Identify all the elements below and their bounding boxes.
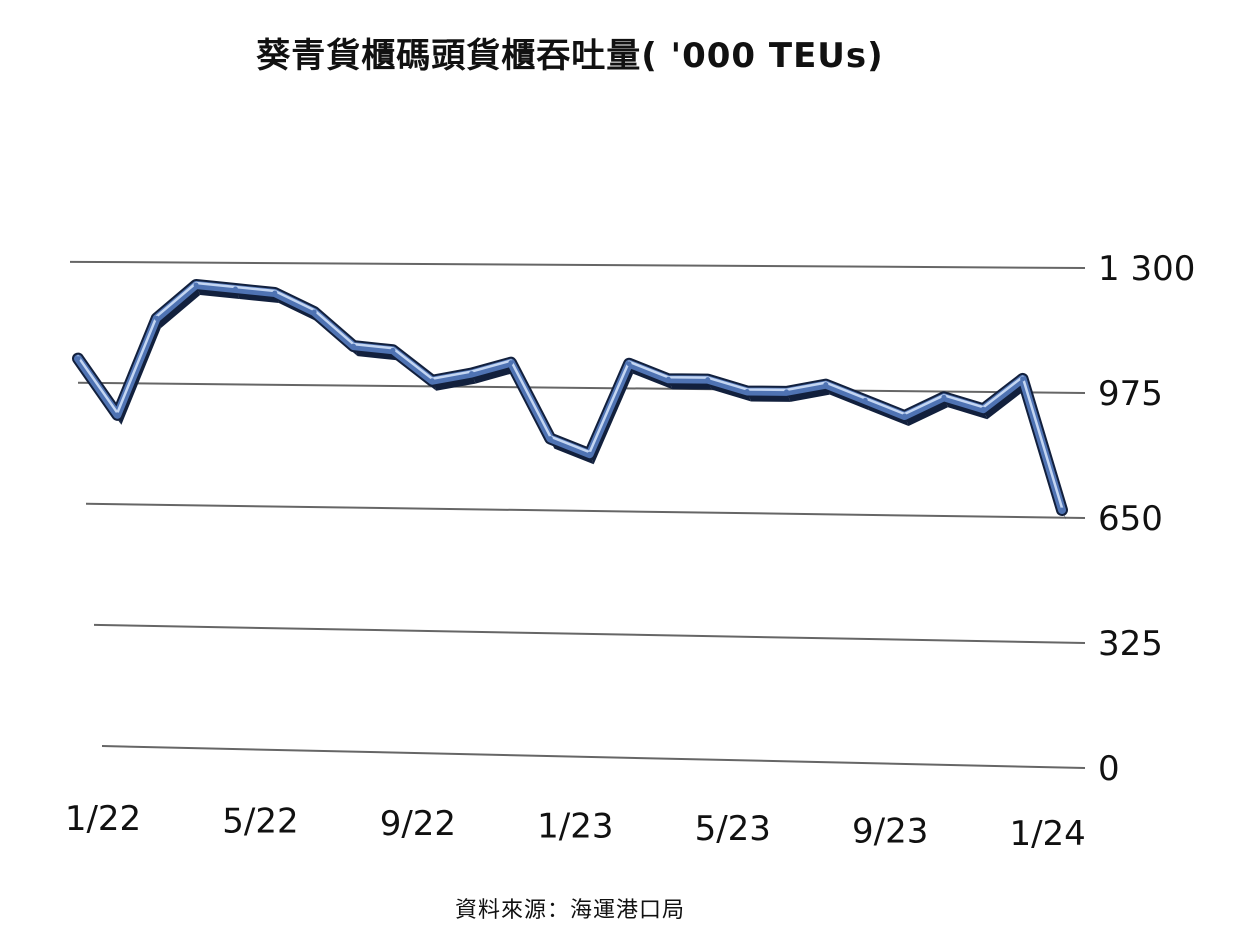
series-line [74, 280, 1066, 514]
x-tick-label: 1/22 [65, 799, 141, 839]
data-point-4-23 [665, 376, 671, 382]
source-note: 資料來源：海運港口局 [454, 898, 685, 923]
data-point-10-22 [429, 378, 435, 384]
y-tick-label: 650 [1098, 499, 1163, 539]
x-tick-label: 5/22 [222, 802, 298, 842]
data-point-5-23 [705, 377, 711, 383]
y-tick-label: 0 [1098, 749, 1120, 789]
data-point-1-22 [75, 356, 81, 362]
data-point-2-23 [587, 451, 593, 457]
data-series [72, 278, 1068, 520]
x-tick-label: 9/22 [380, 804, 456, 844]
x-tick-label: 1/24 [1009, 814, 1085, 854]
data-point-8-22 [351, 343, 357, 349]
y-tick-label: 1 300 [1098, 249, 1195, 289]
data-point-1-24 [1020, 376, 1026, 382]
gridline [93, 623, 1086, 644]
x-tick-label: 9/23 [852, 812, 928, 852]
series-line-outline [72, 278, 1068, 516]
data-point-7-23 [783, 389, 789, 395]
chart-title: 葵青貨櫃碼頭貨櫃吞吐量( '000 TEUs) [256, 36, 884, 76]
data-point-3-23 [626, 361, 632, 367]
series-line-highlight [76, 281, 1064, 510]
x-tick-label: 5/23 [695, 809, 771, 849]
gridline [77, 381, 1086, 394]
data-point-2-22 [114, 412, 120, 418]
data-point-11-23 [941, 394, 947, 400]
data-point-8-23 [823, 382, 829, 388]
tick-labels: 0 325 650 975 1 300 1/22 5/22 9/22 1/23 5/23 9/23 1… [65, 249, 1196, 854]
gridline [101, 745, 1086, 769]
data-point-6-23 [744, 388, 750, 394]
gridlines [69, 260, 1086, 769]
gridline [69, 260, 1086, 269]
data-point-7-22 [311, 309, 317, 315]
data-point-6-22 [272, 290, 278, 296]
data-point-4-22 [193, 282, 199, 288]
data-point-2-24 [1059, 507, 1065, 513]
data-point-9-23 [862, 397, 868, 403]
data-point-3-22 [154, 315, 160, 321]
data-point-5-22 [232, 286, 238, 292]
y-tick-label: 975 [1098, 374, 1163, 414]
gridline [85, 502, 1086, 519]
y-tick-label: 325 [1098, 624, 1163, 664]
data-point-9-22 [390, 347, 396, 353]
data-point-10-23 [902, 413, 908, 419]
data-point-12-22 [508, 360, 514, 366]
data-point-12-23 [980, 406, 986, 412]
x-tick-label: 1/23 [537, 807, 613, 847]
data-point-11-22 [469, 371, 475, 377]
data-point-1-23 [547, 436, 553, 442]
